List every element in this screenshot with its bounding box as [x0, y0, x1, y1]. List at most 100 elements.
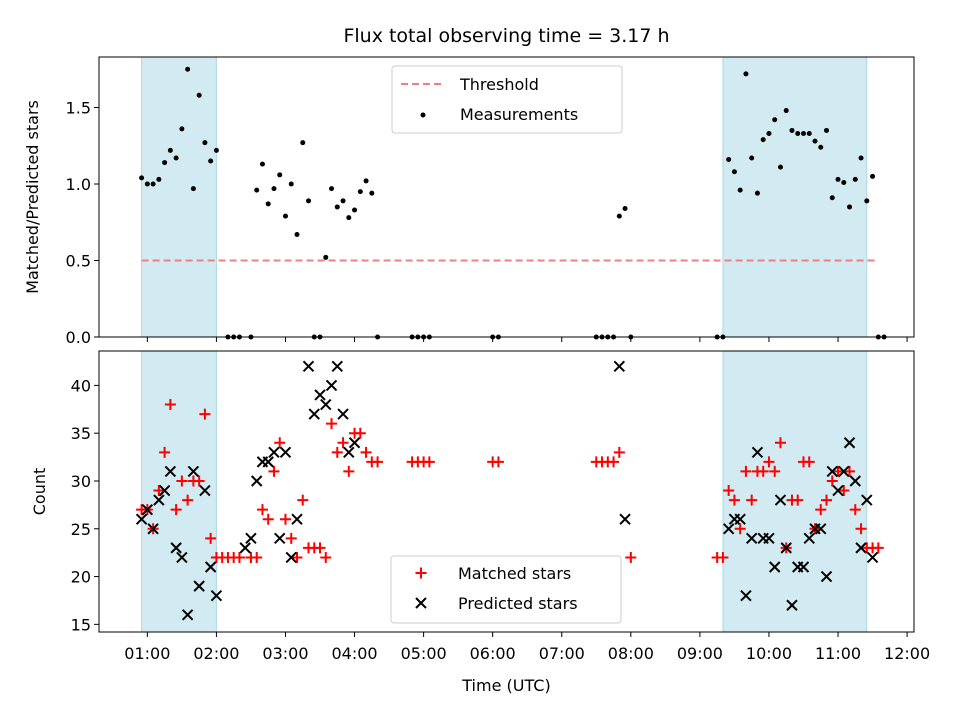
matched-star-point	[159, 446, 171, 458]
predicted-star-point	[803, 532, 815, 545]
measurement-point	[737, 187, 743, 193]
bottom-y-tick-label: 15	[71, 615, 91, 634]
predicted-star-point	[193, 580, 205, 592]
bottom-legend-box	[390, 555, 622, 624]
measurement-point	[340, 198, 346, 204]
predicted-star-point	[164, 465, 177, 478]
matched-star-point	[331, 446, 343, 458]
predicted-star-point	[861, 494, 873, 506]
top-shaded-interval	[141, 56, 217, 338]
x-tick-label: 09:00	[677, 644, 723, 663]
measurement-point	[812, 138, 818, 144]
matched-star-point	[717, 551, 729, 563]
predicted-star-point	[291, 513, 303, 525]
predicted-star-point	[302, 360, 315, 373]
matched-star-point	[723, 485, 735, 497]
measurement-point	[150, 181, 156, 187]
predicted-star-point	[774, 494, 787, 506]
top-y-tick-label: 0.0	[66, 328, 91, 347]
top-y-axis-label: Matched/Predicted stars	[23, 100, 42, 294]
matched-star-point	[625, 551, 637, 563]
matched-star-point	[492, 456, 504, 468]
measurement-point	[300, 140, 306, 146]
matched-star-point	[608, 456, 620, 468]
predicted-star-point	[613, 360, 626, 373]
measurement-point	[208, 158, 214, 164]
matched-star-point	[343, 465, 355, 477]
measurement-point	[772, 117, 778, 123]
matched-star-point	[176, 475, 188, 487]
predicted-star-point	[331, 360, 343, 373]
matched-star-point	[256, 504, 268, 516]
measurement-point	[754, 190, 760, 196]
predicted-star-point	[838, 465, 850, 478]
matched-star-point	[354, 427, 366, 439]
predicted-star-point	[199, 484, 211, 497]
x-tick-label: 01:00	[124, 644, 170, 663]
measurement-point	[800, 131, 806, 137]
x-tick-label: 10:00	[746, 644, 792, 663]
measurement-point	[841, 179, 847, 185]
predicted-star-point	[268, 446, 280, 459]
predicted-star-point	[239, 542, 251, 554]
measurement-point	[789, 127, 795, 133]
matched-star-point	[769, 465, 781, 477]
matched-star-point	[746, 494, 758, 506]
measurement-point	[726, 157, 732, 163]
measurement-point	[323, 254, 329, 260]
measurement-point	[749, 155, 755, 161]
predicted-star-point	[722, 523, 735, 535]
predicted-star-point	[176, 551, 188, 564]
measurement-point	[870, 173, 876, 179]
measurement-point	[783, 108, 789, 114]
matched-star-point	[832, 465, 844, 477]
matched-star-point	[320, 551, 332, 563]
measurement-point	[277, 172, 283, 178]
predicted-star-point	[181, 609, 194, 621]
measurement-point	[329, 186, 335, 192]
matched-star-point	[182, 494, 194, 506]
predicted-star-point	[619, 513, 631, 525]
measurement-point	[306, 198, 312, 204]
measurement-point	[858, 155, 864, 161]
predicted-star-point	[855, 542, 867, 554]
x-tick-label: 04:00	[331, 644, 377, 663]
measurement-point	[818, 144, 824, 150]
bottom-y-tick-label: 25	[71, 520, 91, 539]
predicted-star-point	[849, 475, 861, 487]
top-shaded-interval	[722, 56, 868, 338]
x-tick-label: 12:00	[884, 644, 930, 663]
predicted-star-point	[815, 523, 827, 535]
bottom-y-tick-label: 40	[71, 376, 91, 395]
predicted-star-point	[826, 465, 838, 478]
matched-star-point	[792, 494, 804, 506]
measurement-point	[213, 147, 219, 153]
matched-star-point	[285, 532, 297, 544]
predicted-star-point	[866, 551, 879, 564]
measurement-point	[139, 175, 145, 181]
measurement-point	[185, 66, 191, 72]
top-y-tick-label: 1.5	[66, 98, 91, 117]
measurement-point	[616, 213, 622, 219]
chart-title: Flux total observing time = 3.17 h	[343, 25, 669, 47]
measurement-point	[795, 131, 801, 137]
measurement-point	[622, 205, 628, 211]
x-tick-label: 07:00	[539, 644, 585, 663]
matched-star-point	[291, 551, 303, 563]
bottom-y-tick-label: 35	[71, 424, 91, 443]
measurement-point	[346, 215, 352, 221]
legend-measurements-label: Measurements	[460, 105, 578, 124]
measurement-point	[357, 189, 363, 195]
predicted-star-point	[343, 446, 355, 459]
predicted-star-point	[786, 599, 798, 611]
bottom-y-tick-label: 20	[71, 568, 91, 587]
matched-star-point	[233, 551, 245, 563]
top-legend: Threshold Measurements	[391, 65, 623, 134]
matched-star-point	[274, 437, 286, 449]
measurement-point	[824, 127, 830, 133]
predicted-star-point	[153, 494, 165, 506]
matched-star-point	[734, 523, 746, 535]
predicted-star-point	[769, 561, 781, 573]
x-tick-label: 11:00	[815, 644, 861, 663]
